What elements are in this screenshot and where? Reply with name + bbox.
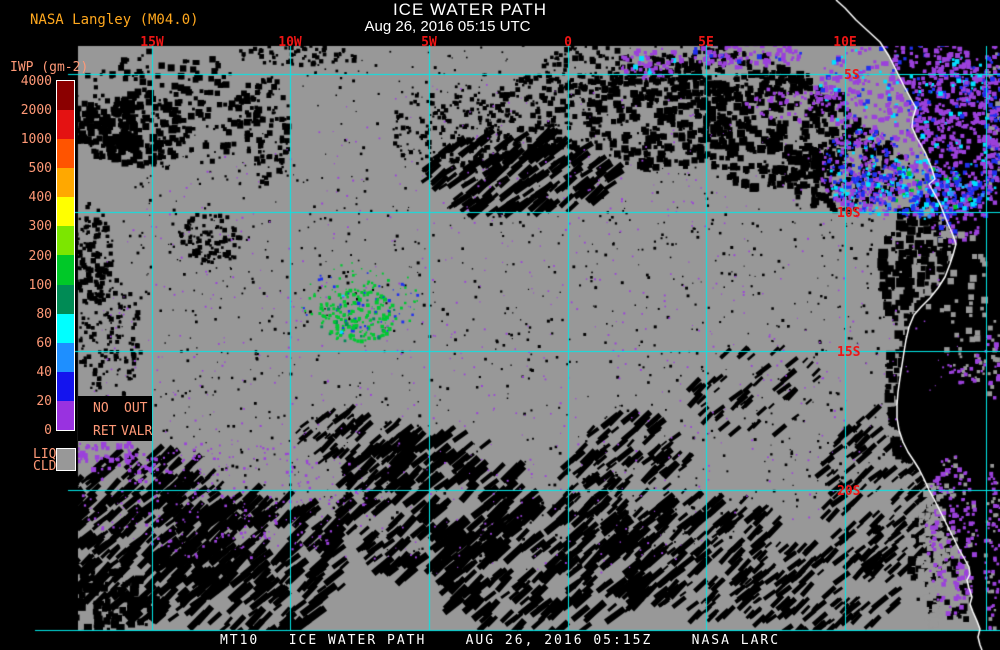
timestamp-subtitle: Aug 26, 2016 05:15 UTC: [364, 18, 531, 35]
colorbar-tick-label: 300: [28, 219, 52, 235]
colorbar-segment: [57, 197, 74, 227]
colorbar-tick-label: 500: [28, 161, 52, 177]
colorbar-segment: [57, 313, 74, 343]
colorbar-segment: [57, 342, 74, 372]
colorbar-tick-label: 60: [36, 335, 52, 351]
colorbar-tick-label: 0: [44, 423, 52, 438]
colorbar-tick-label: 80: [36, 306, 52, 322]
latitude-label: 5S: [844, 68, 860, 83]
longitude-label: 0: [564, 35, 572, 50]
colorbar-segment: [57, 255, 74, 285]
colorbar-segment: [57, 139, 74, 169]
longitude-label: 15W: [140, 35, 164, 50]
liquid-cloud-swatch: [56, 448, 76, 471]
legend-cld-label: CLD: [33, 459, 57, 474]
page-title: ICE WATER PATH: [392, 0, 548, 19]
colorbar-tick-label: 100: [28, 277, 52, 293]
no-ret-out-valr-legend: [78, 396, 152, 441]
footer-caption: MT10 ICE WATER PATH AUG 26, 2016 05:15Z …: [219, 633, 781, 648]
colorbar-segment: [57, 226, 74, 256]
brand-label: NASA Langley (M04.0): [30, 12, 199, 28]
colorbar-segment: [57, 400, 74, 430]
colorbar-tick-label: 400: [28, 190, 52, 206]
colorbar-segment: [57, 168, 74, 198]
latitude-label: 15S: [837, 345, 861, 360]
colorbar-tick-label: 40: [36, 364, 52, 380]
colorbar-segment: [57, 110, 74, 140]
legend-liq-label: LIQ: [33, 447, 57, 462]
legend-ret-label: RET: [93, 424, 117, 439]
colorbar-segment: [57, 371, 74, 401]
legend-valr-label: VALR: [121, 424, 153, 439]
legend-no-label: NO: [93, 401, 109, 416]
latitude-label: 20S: [837, 484, 861, 499]
longitude-label: 10W: [278, 35, 302, 50]
colorbar-unit-label: IWP (gm-2): [10, 60, 89, 75]
colorbar-segment: [57, 81, 74, 111]
colorbar-tick-label: 200: [28, 248, 52, 264]
latitude-label: 10S: [837, 206, 861, 221]
colorbar-tick-label: 1000: [20, 132, 52, 148]
colorbar-tick-label: 2000: [20, 103, 52, 119]
legend-out-label: OUT: [124, 401, 148, 416]
colorbar: [56, 80, 75, 431]
longitude-label: 10E: [833, 35, 857, 50]
colorbar-tick-label: 4000: [20, 74, 52, 89]
longitude-label: 5E: [698, 35, 714, 50]
longitude-label: 5W: [421, 35, 437, 50]
colorbar-segment: [57, 284, 74, 314]
colorbar-tick-label: 20: [36, 393, 52, 409]
